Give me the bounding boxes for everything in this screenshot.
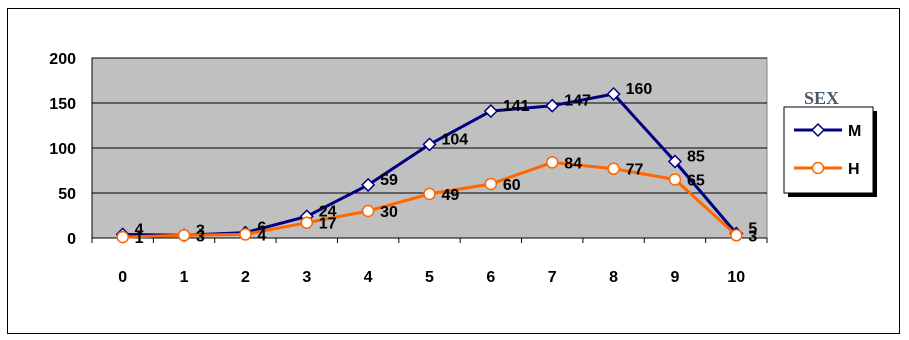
data-point-H bbox=[423, 187, 436, 201]
x-tick-label: 7 bbox=[548, 269, 557, 286]
data-label-H: 49 bbox=[442, 187, 460, 204]
x-tick-label: 10 bbox=[727, 269, 745, 286]
data-point-H bbox=[484, 177, 498, 191]
legend: SEX M H bbox=[783, 88, 877, 197]
data-point-M bbox=[606, 86, 621, 102]
data-label-H: 60 bbox=[503, 177, 521, 194]
data-label-M: 147 bbox=[564, 93, 591, 110]
data-point-H bbox=[300, 216, 314, 229]
x-tick-label: 1 bbox=[180, 269, 189, 286]
y-tick-label: 150 bbox=[49, 96, 76, 113]
data-label-H: 4 bbox=[257, 227, 266, 244]
data-label-M: 5 bbox=[748, 221, 757, 238]
data-point-M bbox=[361, 177, 376, 192]
legend-title: SEX bbox=[804, 88, 839, 108]
data-point-H bbox=[116, 230, 129, 244]
data-label-H: 3 bbox=[748, 228, 757, 245]
data-label-M: 104 bbox=[442, 131, 469, 148]
legend-label-M: M bbox=[848, 123, 861, 140]
x-tick-label: 5 bbox=[425, 269, 434, 286]
data-point-M bbox=[483, 104, 498, 119]
x-tick-label: 8 bbox=[609, 269, 618, 286]
data-point-H bbox=[177, 229, 191, 242]
data-label-H: 30 bbox=[380, 204, 398, 221]
data-label-H: 84 bbox=[564, 155, 582, 172]
data-label-H: 77 bbox=[626, 162, 644, 179]
data-label-M: 160 bbox=[626, 81, 653, 98]
data-point-H bbox=[607, 162, 620, 175]
x-tick-label: 4 bbox=[364, 269, 373, 286]
data-point-H bbox=[668, 173, 682, 186]
data-label-M: 24 bbox=[319, 203, 337, 220]
data-point-M bbox=[422, 137, 437, 152]
legend-marker-M bbox=[810, 122, 826, 138]
data-label-M: 6 bbox=[257, 220, 266, 237]
x-tick-label: 3 bbox=[302, 269, 311, 286]
data-label-M: 59 bbox=[380, 172, 398, 189]
data-label-H: 3 bbox=[196, 228, 205, 245]
data-label-M: 3 bbox=[196, 222, 205, 239]
x-tick-label: 6 bbox=[486, 269, 495, 286]
y-tick-label: 50 bbox=[58, 186, 76, 203]
y-tick-label: 200 bbox=[49, 51, 76, 68]
x-tick-label: 9 bbox=[671, 269, 680, 286]
y-tick-label: 0 bbox=[67, 231, 76, 248]
data-label-H: 65 bbox=[687, 173, 705, 190]
data-point-H bbox=[545, 156, 559, 169]
x-tick-label: 2 bbox=[241, 269, 250, 286]
y-tick-label: 100 bbox=[49, 141, 76, 158]
legend-marker-H bbox=[811, 161, 825, 175]
data-label-H: 1 bbox=[135, 230, 144, 247]
data-label-M: 141 bbox=[503, 98, 530, 115]
legend-label-H: H bbox=[848, 161, 860, 178]
x-tick-label: 0 bbox=[118, 269, 127, 286]
data-label-M: 4 bbox=[135, 221, 144, 238]
data-point-M bbox=[667, 154, 683, 169]
data-point-H bbox=[361, 204, 375, 218]
data-label-H: 17 bbox=[319, 216, 337, 233]
legend-box bbox=[783, 106, 874, 194]
data-point-H bbox=[239, 228, 252, 241]
data-point-M bbox=[545, 98, 560, 113]
data-point-H bbox=[730, 229, 743, 242]
data-label-M: 85 bbox=[687, 149, 705, 166]
